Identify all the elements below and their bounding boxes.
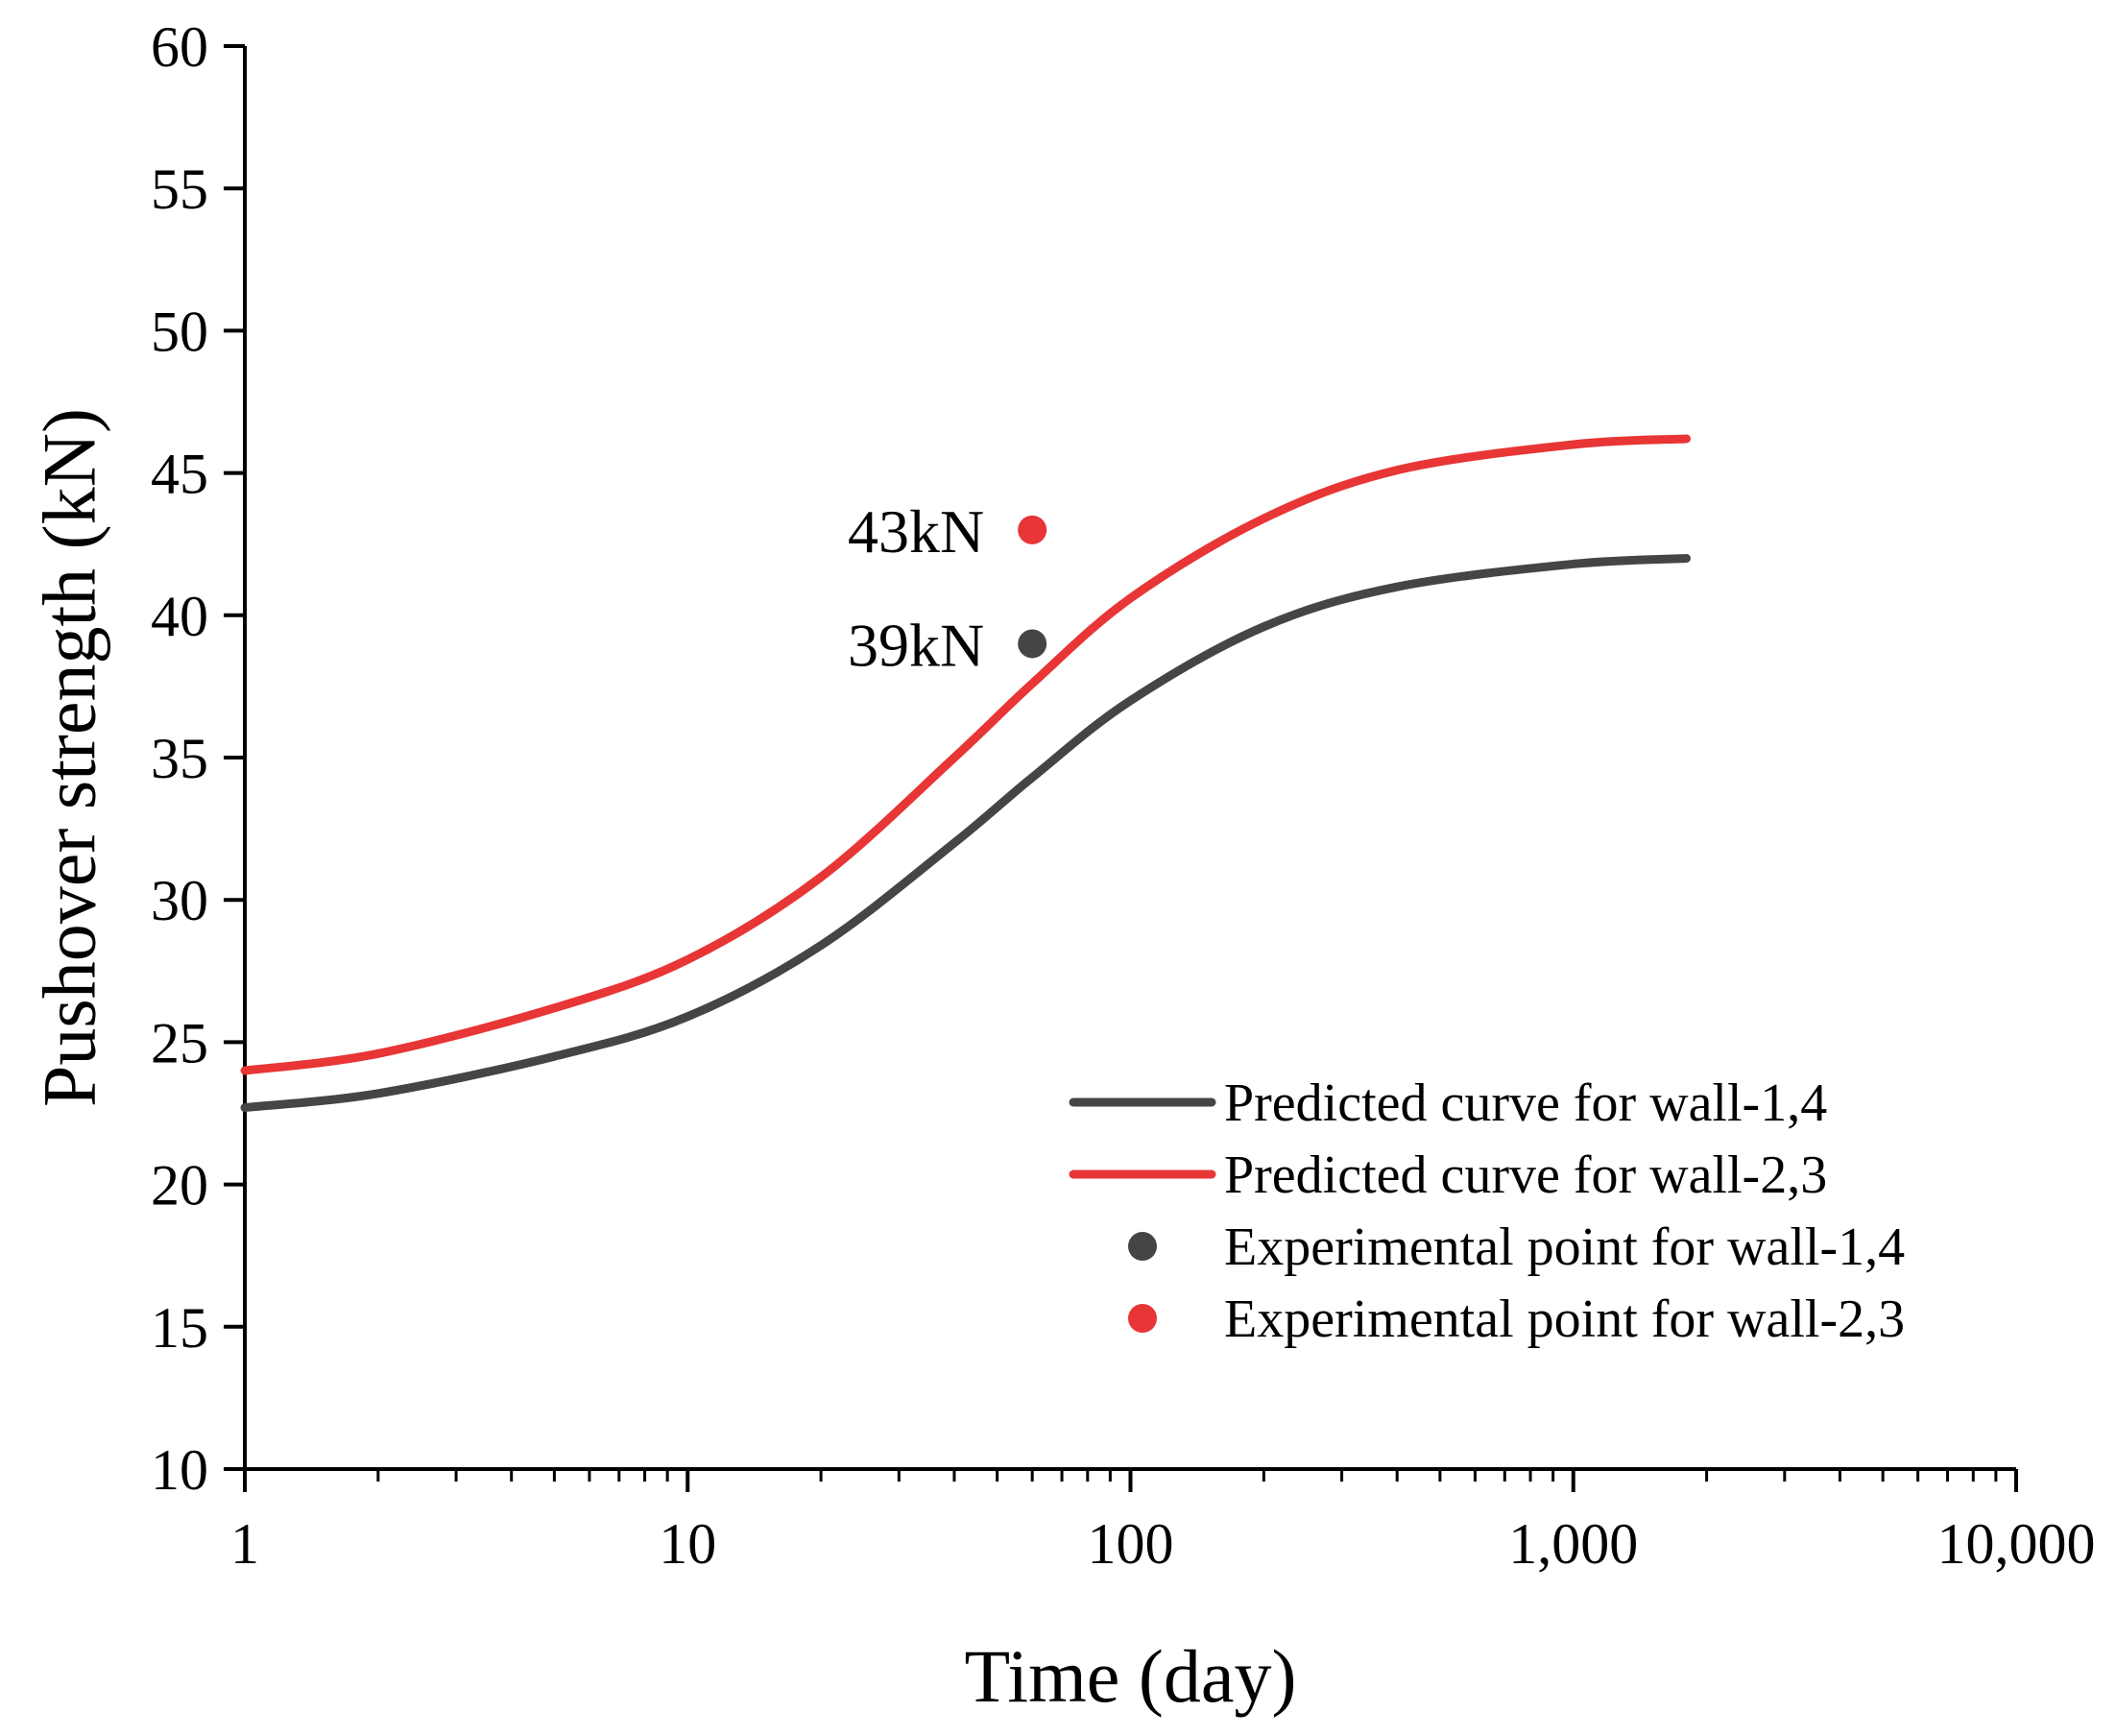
annotation-label: 39kN <box>848 611 984 679</box>
annotations: 43kN 39kN <box>848 497 984 680</box>
y-tick-label: 20 <box>151 1154 208 1218</box>
y-tick-label: 15 <box>151 1296 208 1360</box>
annotation-label: 43kN <box>848 497 984 566</box>
legend: Predicted curve for wall-1,4 Predicted cu… <box>1069 1073 1905 1349</box>
legend-label: Predicted curve for wall-2,3 <box>1224 1145 1827 1205</box>
x-tick-label: 10,000 <box>1937 1512 2096 1576</box>
y-tick-label: 45 <box>151 443 208 506</box>
y-tick-label: 50 <box>151 300 208 363</box>
x-tick-label: 1,000 <box>1508 1512 1638 1576</box>
x-ticks: 1 10 100 1,000 10,000 <box>230 1469 2096 1576</box>
series-line-1 <box>240 554 1691 1113</box>
experimental-point-2 <box>1018 515 1047 544</box>
y-tick-label: 60 <box>151 15 208 79</box>
y-tick-label: 10 <box>151 1438 208 1502</box>
legend-point-swatch <box>1128 1232 1157 1261</box>
x-axis-title: Time (day) <box>965 1634 1297 1718</box>
y-ticks: 10 15 20 25 30 35 40 45 50 55 60 <box>151 15 245 1502</box>
legend-label: Predicted curve for wall-1,4 <box>1224 1073 1827 1133</box>
legend-label: Experimental point for wall-1,4 <box>1224 1218 1905 1277</box>
y-tick-label: 25 <box>151 1011 208 1074</box>
series-layer <box>240 434 1691 1113</box>
legend-label: Experimental point for wall-2,3 <box>1224 1290 1905 1349</box>
y-tick-label: 55 <box>151 157 208 221</box>
experimental-point-1 <box>1018 629 1047 659</box>
y-tick-label: 30 <box>151 869 208 932</box>
y-tick-label: 40 <box>151 585 208 648</box>
y-axis-title: Pushover strength (kN) <box>28 408 111 1107</box>
x-tick-label: 100 <box>1088 1512 1174 1576</box>
legend-point-swatch <box>1128 1304 1157 1333</box>
x-tick-label: 10 <box>659 1512 716 1576</box>
y-tick-label: 35 <box>151 727 208 790</box>
x-tick-label: 1 <box>230 1512 259 1576</box>
series-line-2 <box>240 434 1691 1075</box>
